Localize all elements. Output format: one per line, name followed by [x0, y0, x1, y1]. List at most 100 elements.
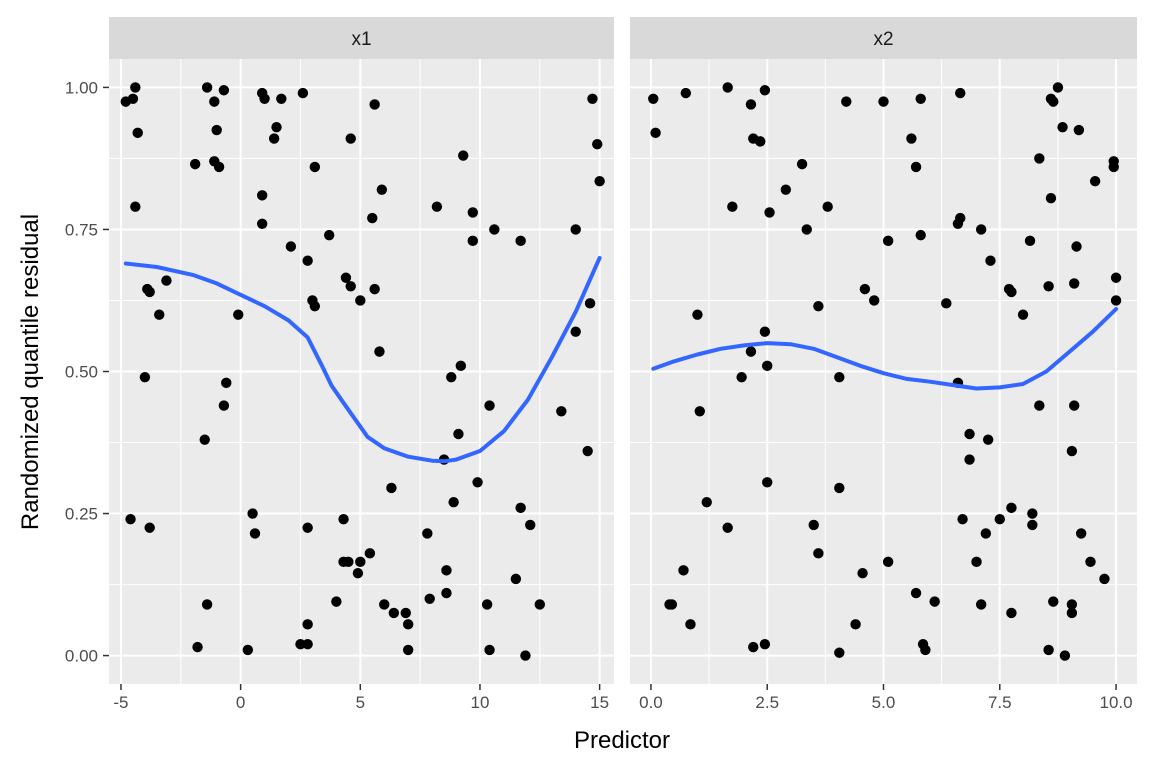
data-point — [759, 85, 771, 96]
strip-background — [109, 17, 614, 59]
data-point — [323, 229, 335, 241]
data-point — [762, 477, 773, 488]
data-point — [857, 568, 868, 579]
data-point — [1089, 175, 1101, 187]
data-point — [584, 298, 596, 309]
data-point — [666, 599, 678, 610]
data-point — [850, 619, 861, 630]
data-point — [868, 295, 880, 306]
data-point — [796, 158, 808, 170]
data-point — [692, 309, 703, 320]
data-point — [221, 377, 232, 389]
data-point — [161, 275, 172, 286]
data-point — [920, 644, 931, 656]
data-point — [302, 255, 313, 266]
data-point — [910, 587, 922, 599]
data-point — [422, 528, 433, 539]
smooth-line — [123, 255, 602, 464]
data-point — [1059, 650, 1071, 661]
data-point — [1073, 124, 1085, 136]
data-point — [801, 224, 812, 235]
data-point — [678, 565, 689, 576]
data-point — [1110, 272, 1122, 283]
data-point — [1034, 153, 1045, 164]
data-point — [472, 477, 483, 488]
data-point — [302, 639, 313, 650]
data-point — [722, 522, 733, 533]
data-point — [727, 201, 738, 212]
data-point — [975, 224, 987, 235]
data-point — [259, 93, 270, 104]
data-point — [374, 346, 385, 357]
data-point — [594, 175, 605, 187]
data-point — [386, 482, 397, 494]
data-point — [256, 190, 268, 201]
x-tick-label: -5 — [113, 693, 128, 712]
data-point — [376, 184, 388, 195]
data-point — [209, 96, 220, 107]
data-point — [345, 133, 356, 144]
data-point — [218, 85, 230, 96]
data-point — [510, 573, 522, 585]
data-point — [355, 556, 366, 568]
data-point — [701, 496, 712, 508]
x-tick-label: 5.0 — [872, 693, 896, 712]
x-tick-label: 15 — [590, 693, 609, 712]
data-point — [1024, 235, 1036, 247]
data-point — [525, 519, 536, 531]
data-point — [1069, 400, 1080, 411]
panel-x2: x2 0.0 2.5 5.0 7.5 10.0 — [630, 17, 1137, 712]
data-point — [582, 445, 593, 457]
data-point — [218, 400, 230, 411]
data-point — [915, 229, 926, 241]
data-point — [1071, 241, 1082, 252]
x-tick-label: 0 — [236, 693, 245, 712]
data-point — [534, 599, 546, 610]
data-point — [233, 309, 244, 320]
data-point — [142, 283, 153, 295]
data-point — [154, 309, 165, 320]
data-point — [964, 428, 975, 440]
data-point — [127, 93, 139, 104]
y-tick-label: 0.50 — [65, 363, 98, 382]
data-point — [130, 82, 141, 93]
data-point — [1075, 528, 1087, 539]
data-point — [1066, 599, 1078, 610]
data-point — [467, 235, 478, 247]
data-point — [295, 639, 306, 650]
data-point — [302, 619, 313, 630]
data-point — [882, 235, 894, 247]
data-point — [592, 139, 603, 150]
y-tick-label: 0.25 — [65, 505, 98, 524]
data-point — [201, 599, 213, 610]
data-point — [759, 326, 771, 337]
data-point — [910, 161, 922, 173]
y-tick-label: 1.00 — [65, 78, 98, 97]
data-point — [369, 283, 380, 295]
data-point — [941, 298, 952, 309]
data-point — [745, 99, 757, 110]
data-point — [424, 593, 435, 604]
data-point — [402, 644, 414, 656]
data-point — [309, 300, 321, 312]
data-point — [448, 496, 459, 508]
data-point — [441, 565, 452, 576]
data-point — [211, 124, 222, 136]
data-point — [906, 133, 917, 144]
data-point — [402, 619, 414, 630]
x-tick-label: 10.0 — [1100, 693, 1133, 712]
strip-label: x1 — [351, 29, 371, 50]
data-point — [446, 371, 457, 383]
data-point — [759, 639, 771, 650]
data-point — [694, 406, 705, 417]
data-point — [276, 93, 287, 104]
data-point — [764, 207, 775, 218]
data-point — [431, 201, 443, 212]
data-point — [130, 201, 141, 212]
data-point — [570, 326, 581, 337]
data-point — [878, 96, 889, 107]
data-point — [515, 502, 526, 514]
data-point — [570, 224, 581, 235]
data-point — [1066, 607, 1078, 619]
